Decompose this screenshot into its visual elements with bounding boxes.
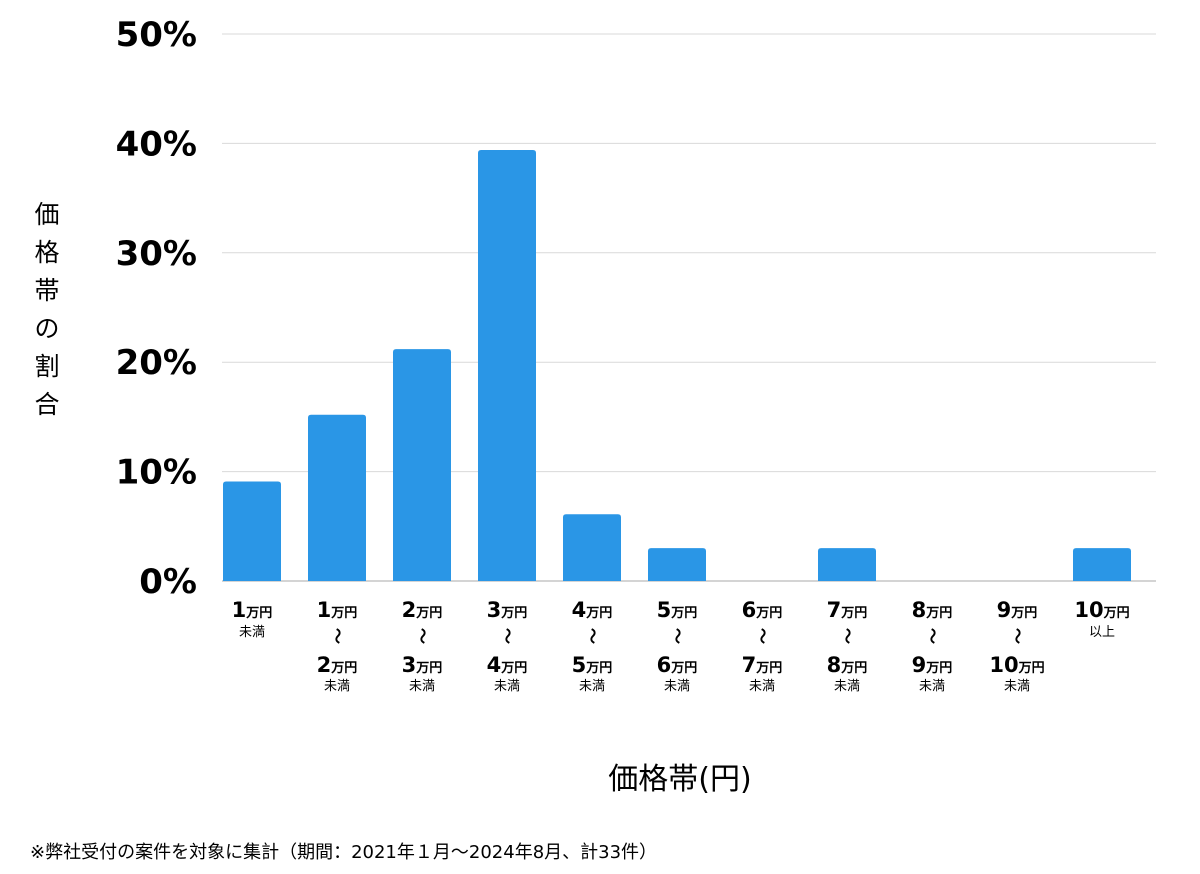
y-tick-label: 50%: [116, 15, 197, 55]
x-tick-note: 未満: [494, 679, 520, 694]
x-tick-top: 9万円: [997, 598, 1038, 622]
bar: [478, 149, 536, 582]
footnote: ※弊社受付の案件を対象に集計（期間：2021年１月〜2024年8月、計33件）: [30, 842, 658, 863]
x-tick-separator: 〜: [1008, 628, 1027, 644]
x-tick-top: 4万円: [572, 598, 613, 622]
x-tick-note: 未満: [664, 679, 690, 694]
x-tick-top: 2万円: [402, 598, 443, 622]
y-tick-label: 0%: [139, 562, 197, 602]
y-tick-label: 30%: [116, 234, 197, 274]
gridlines: [222, 33, 1156, 582]
y-axis-label-char: 格: [34, 238, 60, 267]
x-tick-separator: 〜: [413, 628, 432, 644]
x-tick-top: 3万円: [487, 598, 528, 622]
x-tick-bottom: 9万円: [912, 653, 953, 677]
x-tick-separator: 〜: [923, 628, 942, 644]
x-tick-bottom: 7万円: [742, 653, 783, 677]
x-tick-note: 未満: [749, 679, 775, 694]
x-tick-bottom: 10万円: [989, 653, 1044, 677]
x-tick-top: 6万円: [742, 598, 783, 622]
x-tick-bottom: 2万円: [317, 653, 358, 677]
bar: [648, 548, 706, 581]
x-tick-separator: 〜: [838, 628, 857, 644]
bars: [223, 149, 1131, 582]
x-tick-separator: 〜: [328, 628, 347, 644]
x-tick-bottom: 8万円: [827, 653, 868, 677]
y-tick-label: 20%: [116, 343, 197, 383]
bar: [563, 514, 621, 581]
x-tick-top: 10万円: [1074, 598, 1129, 622]
x-tick-separator: 〜: [498, 628, 517, 644]
x-tick-note: 未満: [834, 679, 860, 694]
x-tick-note: 未満: [919, 679, 945, 694]
x-tick-top: 5万円: [657, 598, 698, 622]
bar: [308, 414, 366, 581]
x-tick-note: 未満: [1004, 679, 1030, 694]
y-axis-label-char: の: [34, 314, 60, 343]
bar: [393, 349, 451, 581]
x-tick-note: 以上: [1089, 625, 1115, 640]
x-tick-top: 7万円: [827, 598, 868, 622]
bar: [1073, 548, 1131, 581]
y-axis-label-char: 合: [34, 390, 60, 419]
y-axis-label-char: 帯: [34, 276, 60, 305]
y-tick-label: 10%: [116, 453, 197, 493]
x-tick-top: 1万円: [232, 598, 273, 622]
x-tick-separator: 〜: [753, 628, 772, 644]
x-tick-note: 未満: [324, 679, 350, 694]
x-axis-label: 価格帯(円): [608, 762, 752, 797]
y-tick-label: 40%: [116, 124, 197, 164]
x-axis-ticks: 1万円未満1万円〜2万円未満2万円〜3万円未満3万円〜4万円未満4万円〜5万円未…: [232, 598, 1130, 694]
x-tick-note: 未満: [409, 679, 435, 694]
x-tick-bottom: 5万円: [572, 653, 613, 677]
y-axis-label: 価格帯の割合: [30, 196, 64, 424]
y-axis-label-char: 価: [34, 200, 60, 229]
y-axis-ticks: 0% 10% 20% 30% 40% 50%: [116, 15, 197, 602]
x-tick-bottom: 6万円: [657, 653, 698, 677]
x-tick-bottom: 3万円: [402, 653, 443, 677]
x-tick-separator: 〜: [668, 628, 687, 644]
x-tick-top: 1万円: [317, 598, 358, 622]
x-tick-bottom: 4万円: [487, 653, 528, 677]
x-tick-note: 未満: [239, 625, 265, 640]
x-tick-note: 未満: [579, 679, 605, 694]
y-axis-label-char: 割: [34, 352, 60, 381]
x-tick-separator: 〜: [583, 628, 602, 644]
bar: [818, 548, 876, 581]
bar: [223, 481, 281, 581]
x-tick-top: 8万円: [912, 598, 953, 622]
